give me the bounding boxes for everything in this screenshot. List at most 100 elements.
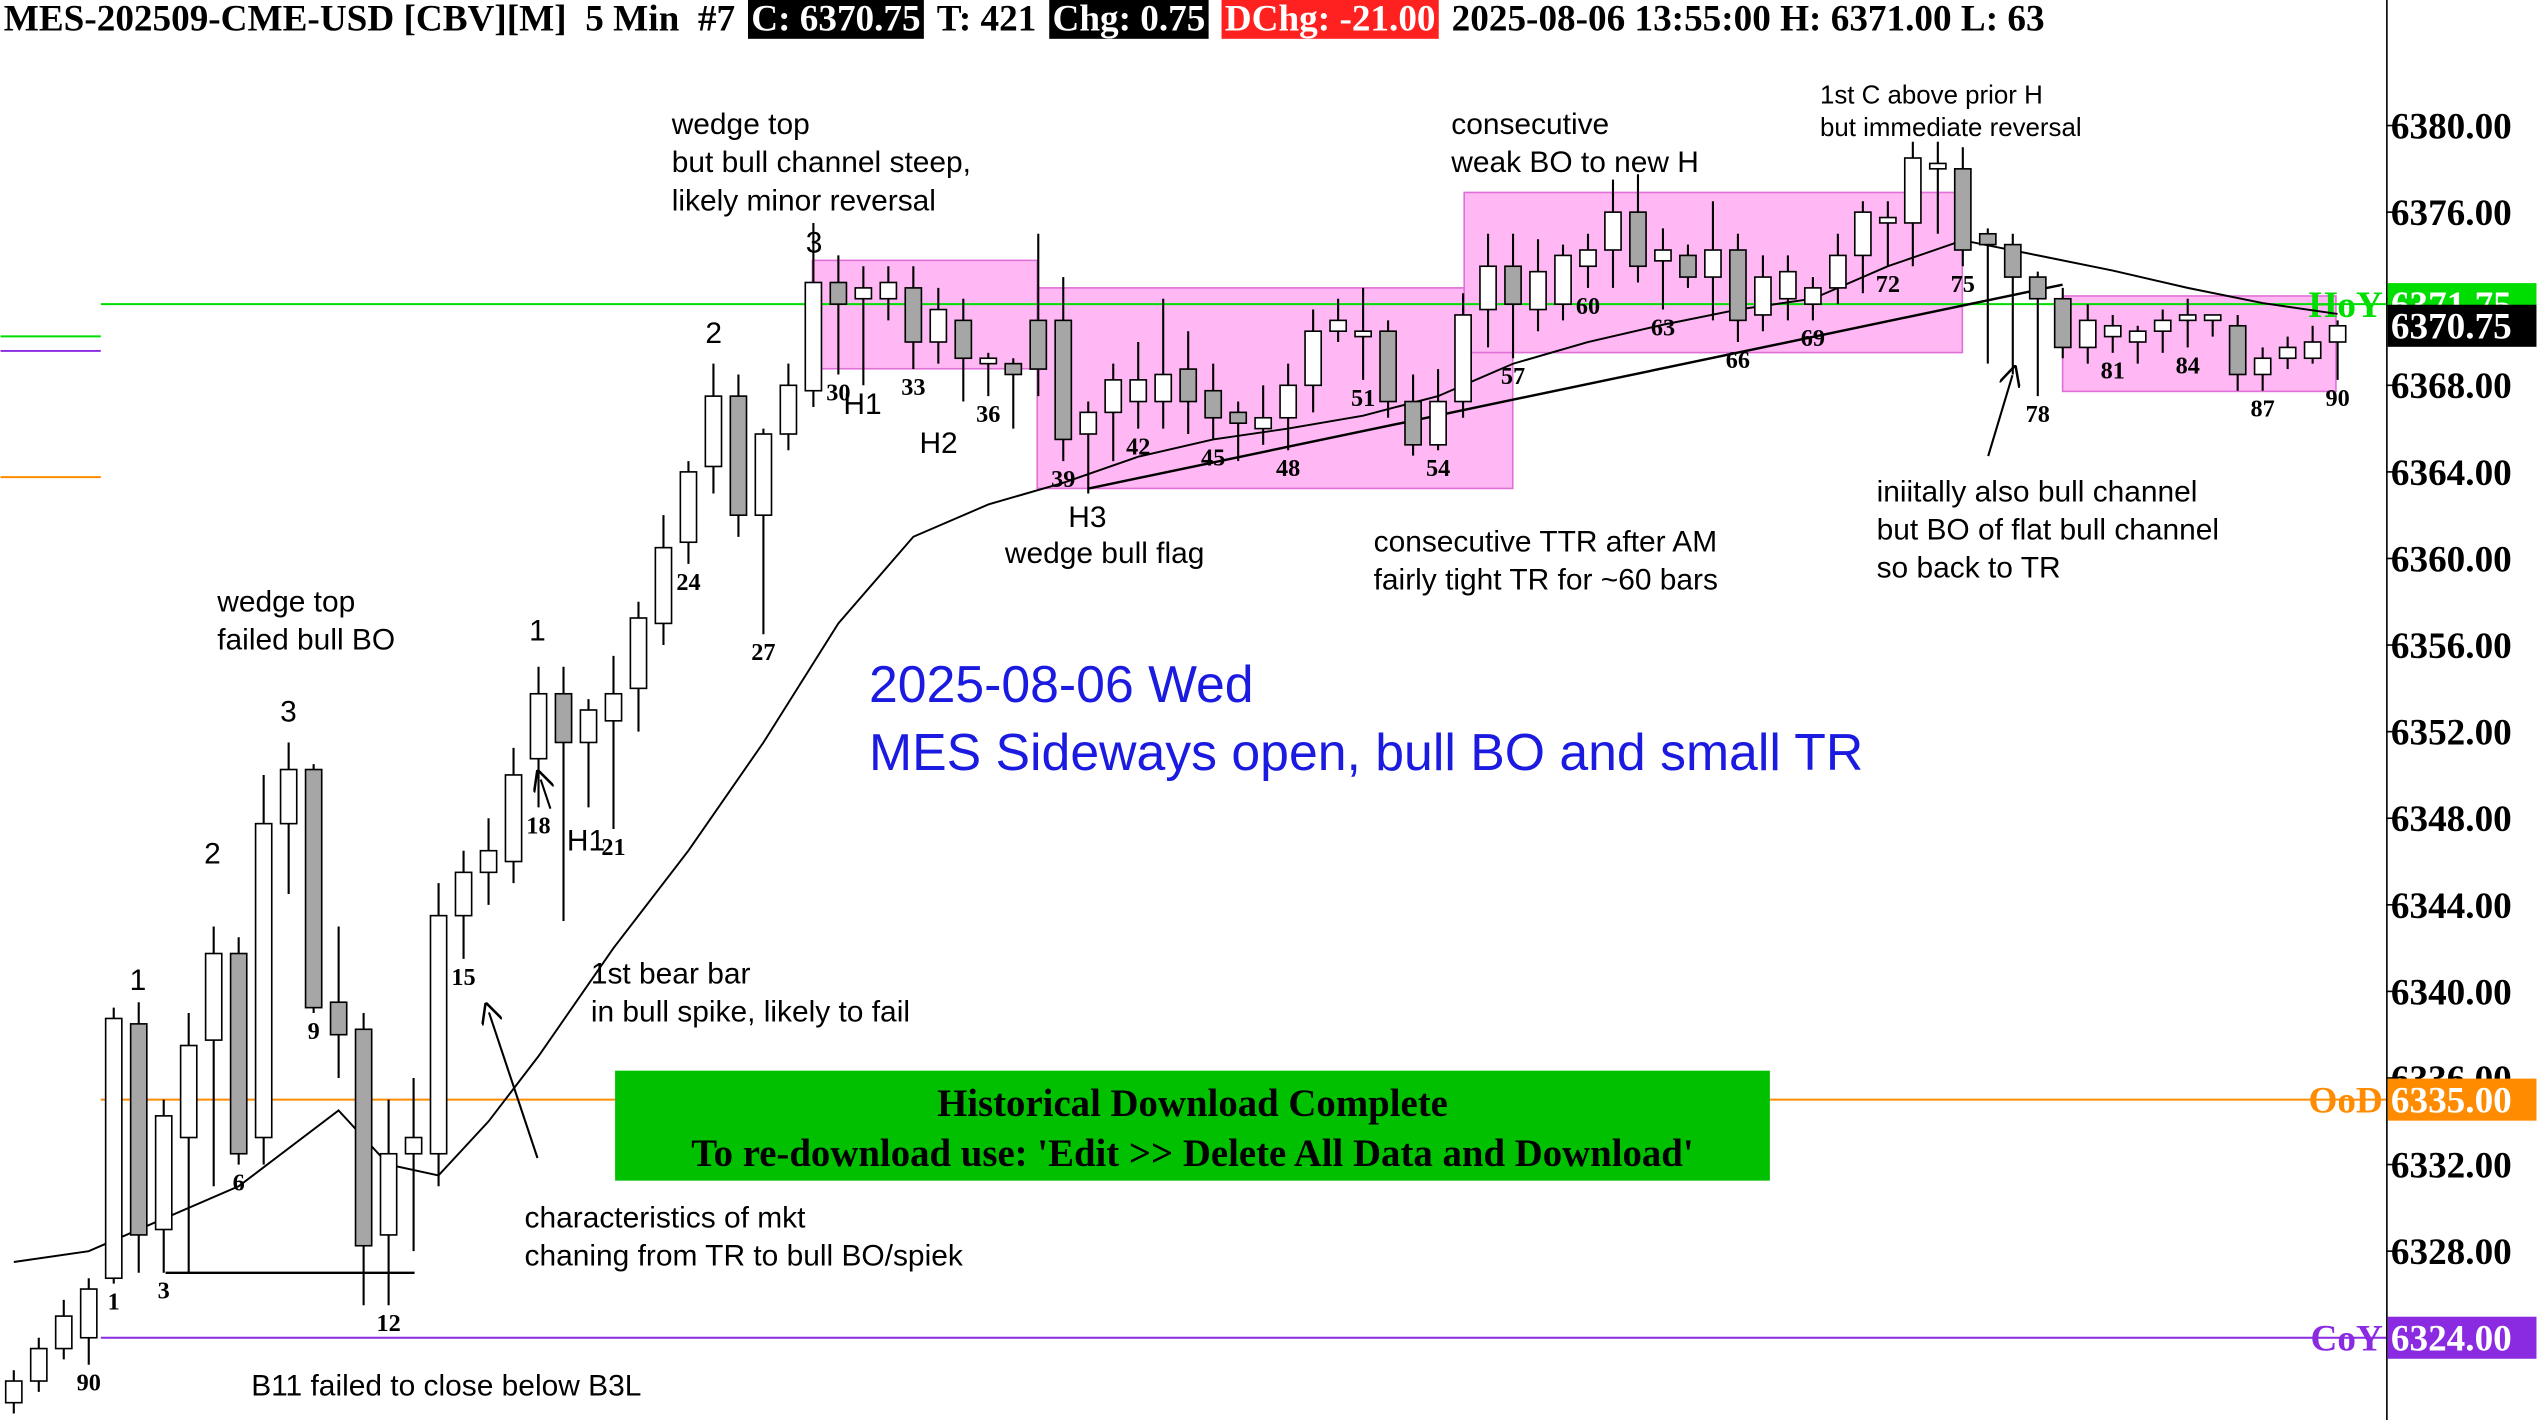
y-tick-label: 6368.00 <box>2391 366 2512 407</box>
candle-body <box>104 1017 123 1280</box>
bar-label: 12 <box>376 1310 400 1337</box>
annotation: fairly tight TR for ~60 bars <box>1374 564 1718 597</box>
candle-body <box>879 281 898 300</box>
candle-body <box>454 871 473 917</box>
candle-body <box>779 384 798 435</box>
candle-body <box>729 395 748 516</box>
header-text: T: 421 <box>937 0 1037 40</box>
wave-label: H1 <box>567 825 605 858</box>
candle-body <box>829 281 848 305</box>
annotation: likely minor reversal <box>672 184 936 217</box>
last-price-label: 6370.75 <box>2391 307 2512 348</box>
bar-label: 1 <box>108 1289 120 1316</box>
bar-label: 78 <box>2026 401 2050 428</box>
bar-label: 57 <box>1501 363 1525 390</box>
candle-body <box>329 1001 348 1036</box>
bar-label: 51 <box>1351 385 1375 412</box>
range-box <box>2061 295 2337 393</box>
candle-body <box>1429 400 1447 446</box>
annotation: but BO of flat bull channel <box>1877 513 2219 546</box>
candle-body <box>1579 249 1597 268</box>
candle-body <box>154 1115 173 1231</box>
candle-body <box>354 1028 373 1247</box>
bar-label: 81 <box>2101 358 2125 385</box>
candle-body <box>1404 400 1422 446</box>
ema <box>13 239 2338 1263</box>
candle-body <box>604 692 623 722</box>
candle-body <box>2078 319 2097 349</box>
candle-body <box>1379 330 1397 403</box>
annotation: in bull spike, likely to fail <box>591 995 910 1028</box>
notice-line: Historical Download Complete <box>937 1082 1448 1125</box>
header-text: C: 6370.75 <box>751 0 920 40</box>
candle-body <box>1154 373 1173 403</box>
candle-body <box>979 357 998 365</box>
bar-label: 69 <box>1801 325 1825 352</box>
candle-body <box>554 692 573 744</box>
candle-body <box>1454 314 1472 403</box>
candle-body <box>1928 162 1947 170</box>
bar-label: 72 <box>1876 271 1900 298</box>
header-box <box>1049 0 1209 39</box>
candle-body <box>429 914 448 1155</box>
candle-body <box>404 1136 423 1155</box>
y-tick-label: 6340.00 <box>2391 972 2512 1013</box>
arrow <box>489 1012 539 1159</box>
wave-label: H3 <box>1068 501 1106 534</box>
candle-body <box>204 952 223 1041</box>
header-text: DChg: -21.00 <box>1225 0 1436 40</box>
bar-label: 21 <box>601 834 625 861</box>
candle-body <box>304 768 323 1009</box>
annotation: consecutive <box>1451 108 1609 141</box>
candles <box>4 141 2347 1414</box>
candle-body <box>2328 324 2347 343</box>
candle-body <box>1304 330 1323 387</box>
candle-body <box>1354 330 1373 338</box>
bar-label: 30 <box>826 379 850 406</box>
header-box <box>1221 0 1439 39</box>
annotation: consecutive TTR after AM <box>1374 526 1718 559</box>
annotation: but bull channel steep, <box>672 146 971 179</box>
annotation: so back to TR <box>1877 551 2061 584</box>
y-tick-label: 6332.00 <box>2391 1146 2512 1187</box>
bar-label: 39 <box>1051 466 1075 493</box>
header-text: Chg: 0.75 <box>1052 0 1205 40</box>
candle-body <box>2203 314 2222 322</box>
bar-label: 66 <box>1726 347 1750 374</box>
bar-label: 42 <box>1126 433 1150 460</box>
candle-body <box>1978 232 1997 246</box>
bar-label: 90 <box>77 1370 101 1397</box>
candle-body <box>179 1044 198 1139</box>
wave-label: 3 <box>280 695 297 728</box>
candle-body <box>1129 379 1148 403</box>
candle-body <box>1329 319 1348 332</box>
bar-label: 60 <box>1576 293 1600 320</box>
bar-label: 54 <box>1426 455 1450 482</box>
bar-label: 87 <box>2251 396 2275 423</box>
candle-body <box>1229 411 1248 424</box>
trend-lines <box>165 283 2063 1275</box>
level-box <box>2387 1316 2537 1359</box>
level-name: CoY <box>2311 1319 2383 1360</box>
candle-body <box>1903 157 1922 224</box>
annotation: wedge top <box>216 585 355 618</box>
y-tick-label: 6360.00 <box>2391 539 2512 580</box>
candle-body <box>2128 330 2147 343</box>
bar-label: 45 <box>1201 444 1225 471</box>
candle-body <box>1054 319 1073 441</box>
candle-body <box>2178 314 2197 322</box>
price-axis: 6328.006332.006336.006340.006344.006348.… <box>2386 0 2537 1420</box>
notice-box <box>615 1070 1770 1181</box>
header: MES-202509-CME-USD [CBV][M] 5 Min #7 C: 6… <box>4 0 2045 40</box>
candle-body <box>1953 168 1972 251</box>
candle-body <box>1529 270 1547 311</box>
bar-label: 36 <box>976 401 1000 428</box>
candle-body <box>754 433 773 516</box>
candle-body <box>2228 324 2247 376</box>
wave-label: H1 <box>843 388 881 421</box>
header-text: 2025-08-06 13:55:00 H: 6371.00 L: 63 <box>1452 0 2045 40</box>
chart-subtitle: MES Sideways open, bull BO and small TR <box>869 723 1863 781</box>
annotation: 1st bear bar <box>591 957 751 990</box>
candle-body <box>254 822 273 1139</box>
